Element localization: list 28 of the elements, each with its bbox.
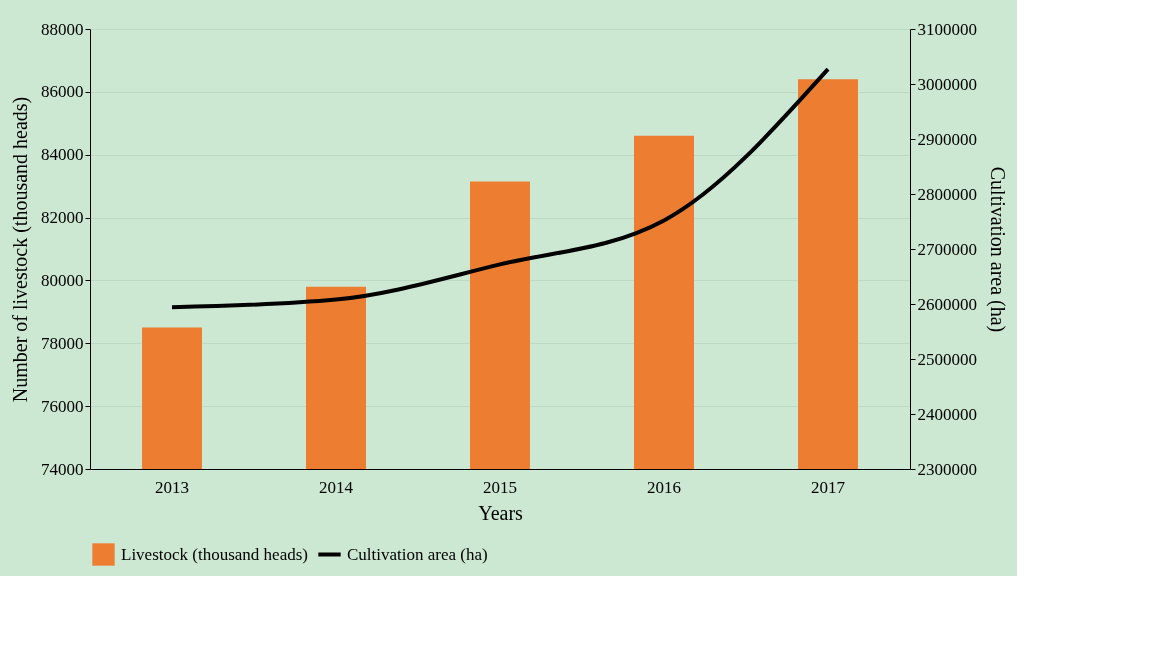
- y2-tick-label: 3000000: [917, 74, 977, 94]
- legend-label: Cultivation area (ha): [347, 544, 488, 564]
- y-tick-label: 74000: [41, 459, 84, 479]
- y2-tick-label: 2700000: [917, 239, 977, 259]
- line-series: [170, 67, 830, 310]
- y-tick-label: 88000: [41, 19, 84, 39]
- y2-tick-label: 3100000: [917, 19, 977, 39]
- y2-tick-label: 2400000: [917, 404, 977, 424]
- x-axis-title: Years: [478, 501, 524, 524]
- y2-tick-label: 2600000: [917, 294, 977, 314]
- y2-axis-title: Cultivation area (ha): [986, 166, 1009, 333]
- y-tick-label: 78000: [41, 333, 84, 353]
- y-tick-label: 86000: [41, 82, 84, 102]
- x-tick-label: 2015: [483, 477, 517, 497]
- y-axis-title: Number of livestock (thousand heads): [9, 96, 32, 403]
- y-tick-label: 84000: [41, 145, 84, 165]
- y2-tick-label: 2500000: [917, 349, 977, 369]
- x-tick-label: 2013: [155, 477, 189, 497]
- y2-tick-label: 2800000: [917, 184, 977, 204]
- y2-tick-label: 2900000: [917, 129, 977, 149]
- x-tick-label: 2017: [811, 477, 846, 497]
- y-tick-label: 80000: [41, 270, 84, 290]
- y2-tick-label: 2300000: [917, 459, 977, 479]
- y-tick-label: 82000: [41, 208, 84, 228]
- legend-label: Livestock (thousand heads): [121, 544, 308, 564]
- y-tick-label: 76000: [41, 396, 84, 416]
- x-tick-label: 2014: [319, 477, 354, 497]
- x-tick-label: 2016: [647, 477, 681, 497]
